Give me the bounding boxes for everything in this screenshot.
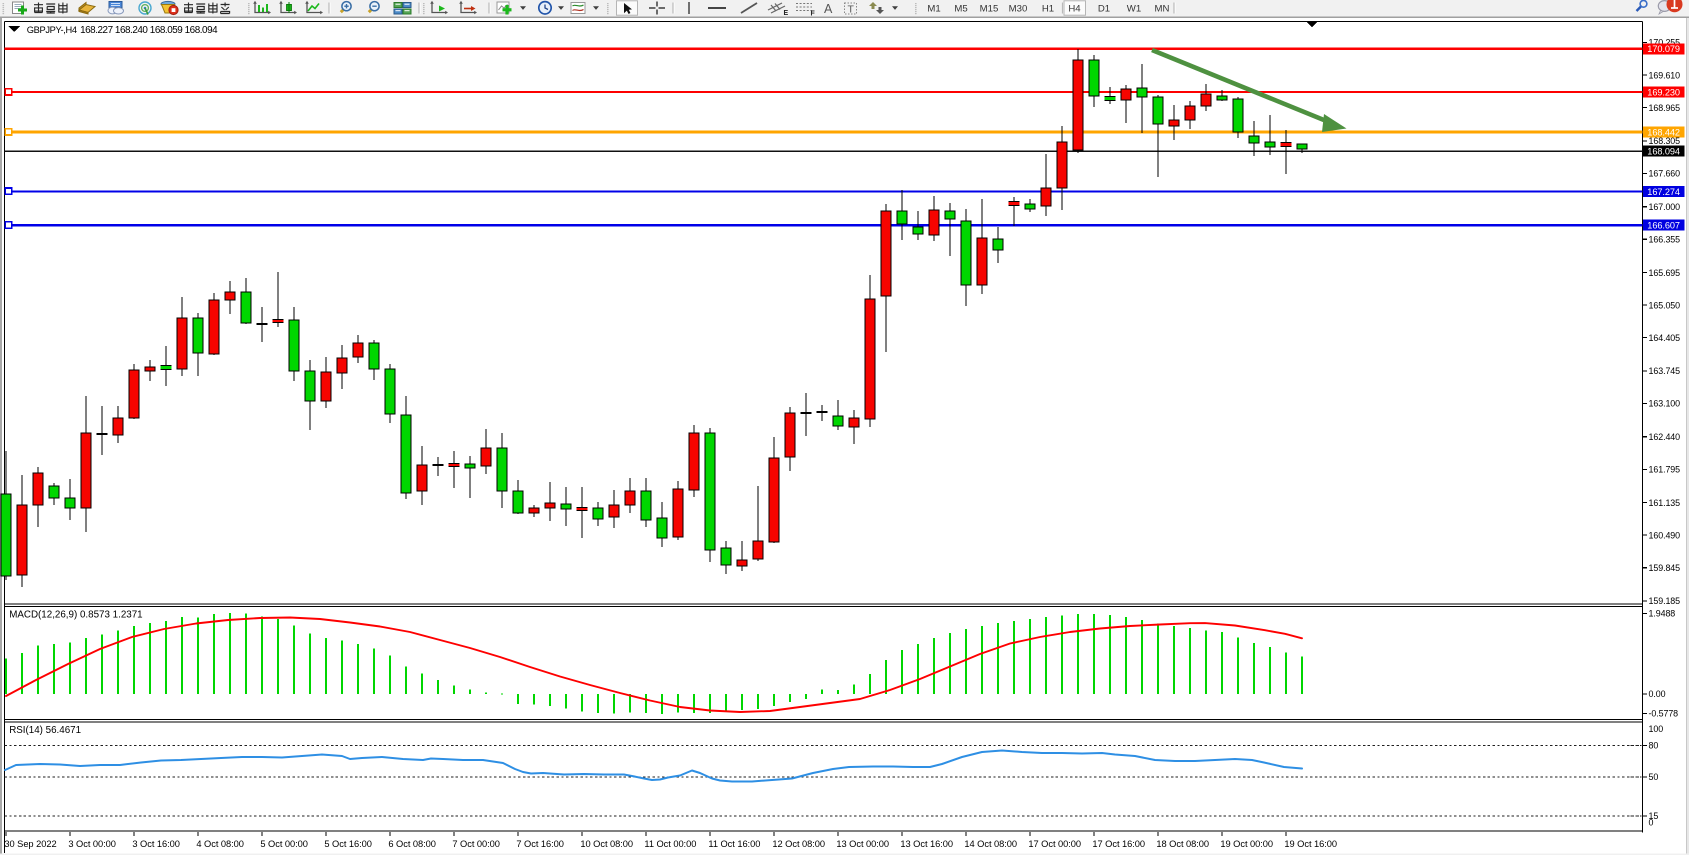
- svg-text:30 Sep 2022: 30 Sep 2022: [4, 839, 56, 849]
- svg-text:-0.5778: -0.5778: [1649, 709, 1679, 719]
- svg-text:W1: W1: [1127, 4, 1141, 15]
- svg-text:1.9488: 1.9488: [1649, 609, 1676, 619]
- svg-text:165.050: 165.050: [1649, 300, 1681, 310]
- svg-text:A: A: [824, 2, 833, 16]
- svg-text:4 Oct 08:00: 4 Oct 08:00: [196, 839, 244, 849]
- svg-text:17 Oct 00:00: 17 Oct 00:00: [1028, 839, 1081, 849]
- svg-text:13 Oct 16:00: 13 Oct 16:00: [900, 839, 953, 849]
- svg-text:5 Oct 00:00: 5 Oct 00:00: [260, 839, 308, 849]
- svg-text:MACD(12,26,9) 0.8573 1.2371: MACD(12,26,9) 0.8573 1.2371: [9, 610, 142, 621]
- svg-text:10 Oct 08:00: 10 Oct 08:00: [580, 839, 633, 849]
- svg-text:5 Oct 16:00: 5 Oct 16:00: [324, 839, 372, 849]
- svg-text:0: 0: [1649, 818, 1654, 828]
- svg-text:164.405: 164.405: [1649, 333, 1681, 343]
- svg-text:3 Oct 00:00: 3 Oct 00:00: [68, 839, 116, 849]
- svg-text:M1: M1: [927, 4, 940, 15]
- svg-text:3 Oct 16:00: 3 Oct 16:00: [132, 839, 180, 849]
- svg-text:H4: H4: [1068, 4, 1081, 15]
- svg-text:167.274: 167.274: [1647, 187, 1680, 197]
- svg-text:165.695: 165.695: [1649, 268, 1681, 278]
- svg-text:RSI(14) 56.4671: RSI(14) 56.4671: [9, 725, 81, 736]
- svg-text:17 Oct 16:00: 17 Oct 16:00: [1092, 839, 1145, 849]
- svg-text:100: 100: [1649, 724, 1664, 734]
- svg-text:169.610: 169.610: [1649, 70, 1681, 80]
- svg-text:167.660: 167.660: [1649, 169, 1681, 179]
- svg-text:F: F: [811, 11, 816, 18]
- svg-text:15: 15: [1649, 811, 1659, 821]
- svg-text:18 Oct 08:00: 18 Oct 08:00: [1156, 839, 1209, 849]
- svg-text:163.100: 163.100: [1649, 399, 1681, 409]
- svg-text:7 Oct 00:00: 7 Oct 00:00: [452, 839, 500, 849]
- svg-text:168.094: 168.094: [1647, 147, 1680, 157]
- svg-text:166.355: 166.355: [1649, 235, 1681, 245]
- svg-text:162.440: 162.440: [1649, 432, 1681, 442]
- svg-text:50: 50: [1649, 772, 1659, 782]
- svg-text:GBPJPY-,H4: GBPJPY-,H4: [27, 25, 77, 35]
- svg-text:168.305: 168.305: [1649, 136, 1681, 146]
- svg-text:170.079: 170.079: [1647, 44, 1680, 54]
- svg-text:E: E: [784, 10, 789, 17]
- svg-text:13 Oct 00:00: 13 Oct 00:00: [836, 839, 889, 849]
- svg-text:161.135: 161.135: [1649, 498, 1681, 508]
- svg-text:T: T: [848, 4, 855, 16]
- svg-text:M30: M30: [1009, 4, 1028, 15]
- svg-text:M15: M15: [980, 4, 999, 15]
- svg-text:168.442: 168.442: [1647, 127, 1680, 137]
- svg-text:159.845: 159.845: [1649, 563, 1681, 573]
- svg-text:80: 80: [1649, 741, 1659, 751]
- svg-text:7 Oct 16:00: 7 Oct 16:00: [516, 839, 564, 849]
- svg-text:11 Oct 16:00: 11 Oct 16:00: [708, 839, 760, 849]
- svg-text:19 Oct 00:00: 19 Oct 00:00: [1220, 839, 1273, 849]
- svg-text:159.185: 159.185: [1649, 596, 1681, 606]
- svg-text:169.230: 169.230: [1647, 87, 1680, 97]
- svg-text:161.795: 161.795: [1649, 465, 1681, 475]
- svg-text:166.607: 166.607: [1647, 221, 1680, 231]
- svg-text:167.000: 167.000: [1649, 202, 1681, 212]
- svg-text:H1: H1: [1042, 4, 1054, 15]
- svg-text:MN: MN: [1155, 4, 1170, 15]
- svg-text:12 Oct 08:00: 12 Oct 08:00: [772, 839, 825, 849]
- svg-text:D1: D1: [1098, 4, 1110, 15]
- svg-text:14 Oct 08:00: 14 Oct 08:00: [964, 839, 1017, 849]
- svg-text:160.490: 160.490: [1649, 530, 1681, 540]
- svg-text:M5: M5: [954, 4, 967, 15]
- svg-text:11 Oct 00:00: 11 Oct 00:00: [644, 839, 696, 849]
- svg-text:163.745: 163.745: [1649, 366, 1681, 376]
- svg-text:0.00: 0.00: [1649, 689, 1666, 699]
- svg-text:6 Oct 08:00: 6 Oct 08:00: [388, 839, 436, 849]
- svg-text:19 Oct 16:00: 19 Oct 16:00: [1284, 839, 1337, 849]
- svg-text:168.965: 168.965: [1649, 103, 1681, 113]
- svg-text:168.227 168.240 168.059 168.09: 168.227 168.240 168.059 168.094: [80, 25, 218, 36]
- svg-text:170.255: 170.255: [1649, 38, 1681, 48]
